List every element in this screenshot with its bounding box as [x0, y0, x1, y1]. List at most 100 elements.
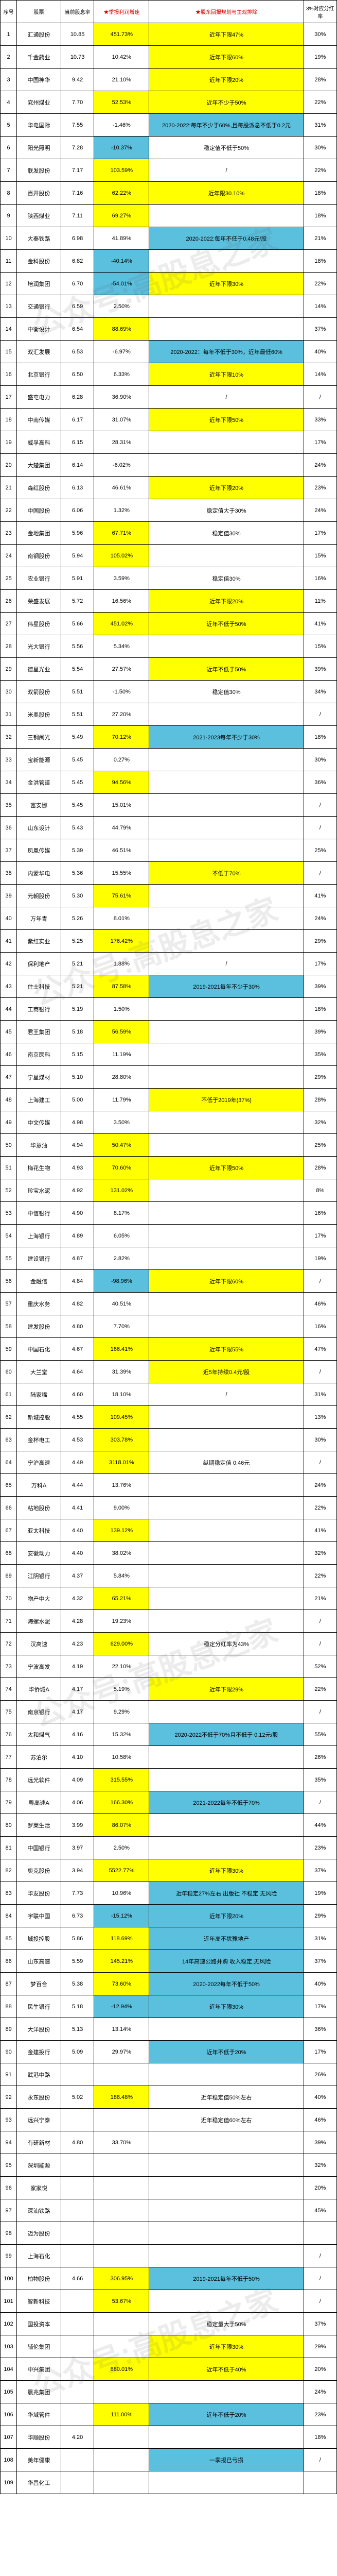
cell-dividend: 22%	[304, 1565, 336, 1587]
cell-rate: 4.82	[61, 1293, 94, 1315]
table-row: 94有研新材4.8033.70%39%	[1, 2131, 337, 2154]
cell-dividend: 11%	[304, 590, 336, 613]
cell-rate: 5.09	[61, 2041, 94, 2063]
cell-index: 65	[1, 1474, 17, 1497]
cell-rate	[61, 2177, 94, 2199]
cell-index: 6	[1, 137, 17, 159]
cell-index: 9	[1, 205, 17, 227]
cell-growth: 13.76%	[94, 1474, 149, 1497]
cell-growth: 9.29%	[94, 1701, 149, 1723]
cell-growth: 70.12%	[94, 726, 149, 749]
cell-growth: 15.01%	[94, 794, 149, 817]
cell-stock: 伟星股份	[17, 613, 61, 635]
table-row: 11金科股份6.82-40.14%18%	[1, 250, 337, 273]
cell-plan: 近年稳定值60%左右	[149, 2109, 304, 2131]
cell-rate: 10.85	[61, 23, 94, 46]
cell-growth: 87.58%	[94, 975, 149, 998]
cell-rate	[61, 2154, 94, 2177]
cell-plan: 近年不低于50%	[149, 613, 304, 635]
table-row: 56金融信4.84-98.96%近年下限60%/	[1, 1270, 337, 1293]
table-row: 42保利地产5.211.88%/17%	[1, 953, 337, 975]
table-row: 70物产中大4.3265.21%21%	[1, 1587, 337, 1610]
table-row: 79粤高速A4.06166.30%2021-2022每年不低于70%/	[1, 1791, 337, 1814]
cell-plan	[149, 2154, 304, 2177]
table-row: 15双汇发展6.53-6.97%2020-2022：每年不低于30%，近年最低6…	[1, 341, 337, 363]
cell-index: 58	[1, 1315, 17, 1338]
cell-rate: 4.41	[61, 1497, 94, 1519]
cell-stock: 培润集团	[17, 273, 61, 295]
cell-index: 49	[1, 1111, 17, 1134]
cell-growth: 188.48%	[94, 2086, 149, 2109]
cell-stock: 威孚高科	[17, 431, 61, 454]
cell-plan	[149, 205, 304, 227]
cell-stock: 富安娜	[17, 794, 61, 817]
cell-stock: 粘地股份	[17, 1497, 61, 1519]
cell-rate: 4.87	[61, 1247, 94, 1270]
cell-stock: 远兴宁泰	[17, 2109, 61, 2131]
cell-stock: 内蒙华电	[17, 862, 61, 885]
cell-index: 20	[1, 454, 17, 477]
table-row: 59中国石化4.67166.41%近年下限55%47%	[1, 1338, 337, 1361]
cell-dividend: 55%	[304, 1723, 336, 1746]
cell-stock: 远光软件	[17, 1769, 61, 1791]
cell-stock: 深汕铁路	[17, 2199, 61, 2222]
table-row: 17盛屯电力6.2836.90%//	[1, 386, 337, 409]
table-row: 5华电国际7.55-1.46%2020-2022:每年不少于60%,且每股派息不…	[1, 114, 337, 137]
cell-plan	[149, 1179, 304, 1202]
cell-plan	[149, 1134, 304, 1157]
cell-index: 35	[1, 794, 17, 817]
cell-growth: 28.31%	[94, 431, 149, 454]
cell-plan: 近年下限20%	[149, 1905, 304, 1927]
cell-stock: 交通银行	[17, 295, 61, 318]
cell-plan	[149, 771, 304, 794]
cell-growth: 451.02%	[94, 613, 149, 635]
cell-dividend: 31%	[304, 1927, 336, 1950]
table-row: 78远光软件4.09315.55%35%	[1, 1769, 337, 1791]
table-row: 6阳光照明7.28-10.37%稳定值不低于50%30%	[1, 137, 337, 159]
stock-table: 序号 股票 当前股息率 ★季报利润增速 ★股东回报规划与主观排除 3%对应分红率…	[0, 0, 337, 2494]
cell-plan: 2019-2021每年不低于50%	[149, 2267, 304, 2290]
cell-stock: 华顺股份	[17, 2426, 61, 2449]
cell-stock: 华友股份	[17, 1882, 61, 1905]
cell-stock: 安徽动力	[17, 1542, 61, 1565]
cell-index: 29	[1, 658, 17, 681]
cell-dividend: 29%	[304, 1905, 336, 1927]
cell-plan: 近年不少于50%	[149, 91, 304, 114]
cell-growth: 105.02%	[94, 545, 149, 567]
cell-dividend: /	[304, 1270, 336, 1293]
cell-rate: 4.92	[61, 1179, 94, 1202]
table-row: 34金洪管道5.4594.56%36%	[1, 771, 337, 794]
cell-plan: 纵期稳定值 0.46元	[149, 1451, 304, 1474]
table-row: 22中国股份6.061.32%稳定值大于30%24%	[1, 499, 337, 522]
cell-plan: 近5年持续0.4元/股	[149, 1361, 304, 1383]
table-row: 49中文传媒4.983.50%32%	[1, 1111, 337, 1134]
cell-growth	[94, 2199, 149, 2222]
cell-plan: 近年限30.10%	[149, 182, 304, 205]
cell-growth: 31.07%	[94, 409, 149, 431]
cell-growth: 10.96%	[94, 1882, 149, 1905]
table-row: 1汇通股份10.85451.73%近年下限47%30%	[1, 23, 337, 46]
cell-growth: 2.50%	[94, 295, 149, 318]
table-row: 69江阴银行4.375.84%22%	[1, 1565, 337, 1587]
cell-stock: 大秦铁路	[17, 227, 61, 250]
cell-plan: /	[149, 1383, 304, 1406]
cell-growth: -15.12%	[94, 1905, 149, 1927]
cell-plan: 近年下限20%	[149, 477, 304, 499]
cell-plan	[149, 1429, 304, 1451]
cell-plan: 稳定分红率为43%	[149, 1633, 304, 1655]
cell-rate: 7.17	[61, 159, 94, 182]
cell-index: 23	[1, 522, 17, 545]
cell-index: 33	[1, 749, 17, 771]
cell-dividend: 30%	[304, 1429, 336, 1451]
cell-dividend: 39%	[304, 658, 336, 681]
cell-stock: 中兴集团	[17, 2358, 61, 2381]
cell-stock: 金杯电工	[17, 1429, 61, 1451]
cell-dividend: 34%	[304, 681, 336, 703]
cell-growth	[94, 2245, 149, 2267]
cell-plan	[149, 703, 304, 726]
cell-rate: 4.37	[61, 1565, 94, 1587]
cell-growth	[94, 2313, 149, 2335]
cell-stock: 华昌化工	[17, 2471, 61, 2494]
cell-index: 13	[1, 295, 17, 318]
cell-growth: 52.53%	[94, 91, 149, 114]
